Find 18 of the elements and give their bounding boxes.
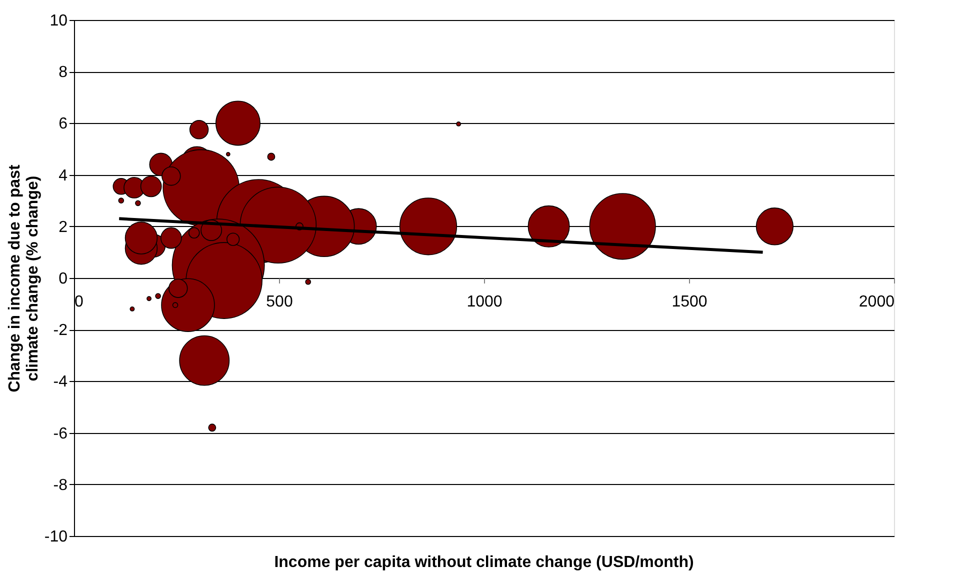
- y-tick-label: -8: [53, 476, 68, 494]
- x-tick-label: 2000: [858, 294, 895, 310]
- y-tick-label: 8: [58, 64, 68, 82]
- y-tick-label: -4: [53, 374, 68, 391]
- y-tick-label: 0: [58, 270, 68, 288]
- y-tick-label: 2: [58, 218, 68, 236]
- x-axis-title: Income per capita without climate change (USD/month): [274, 554, 694, 571]
- y-tick-label: -2: [53, 322, 68, 340]
- y-axis-title: Change in income due to past climate change (% change): [6, 164, 42, 392]
- x-tick-label: 1500: [672, 294, 708, 310]
- y-tick-label: 4: [58, 167, 68, 184]
- x-tick-label: 500: [266, 294, 293, 310]
- y-tick-label: -10: [44, 528, 68, 546]
- y-tick-label: -6: [53, 425, 68, 442]
- y-tick-label: 6: [58, 116, 68, 133]
- x-tick-label: 1000: [466, 294, 502, 310]
- x-tick-label: 0: [74, 294, 84, 310]
- y-tick-label: 10: [50, 12, 68, 30]
